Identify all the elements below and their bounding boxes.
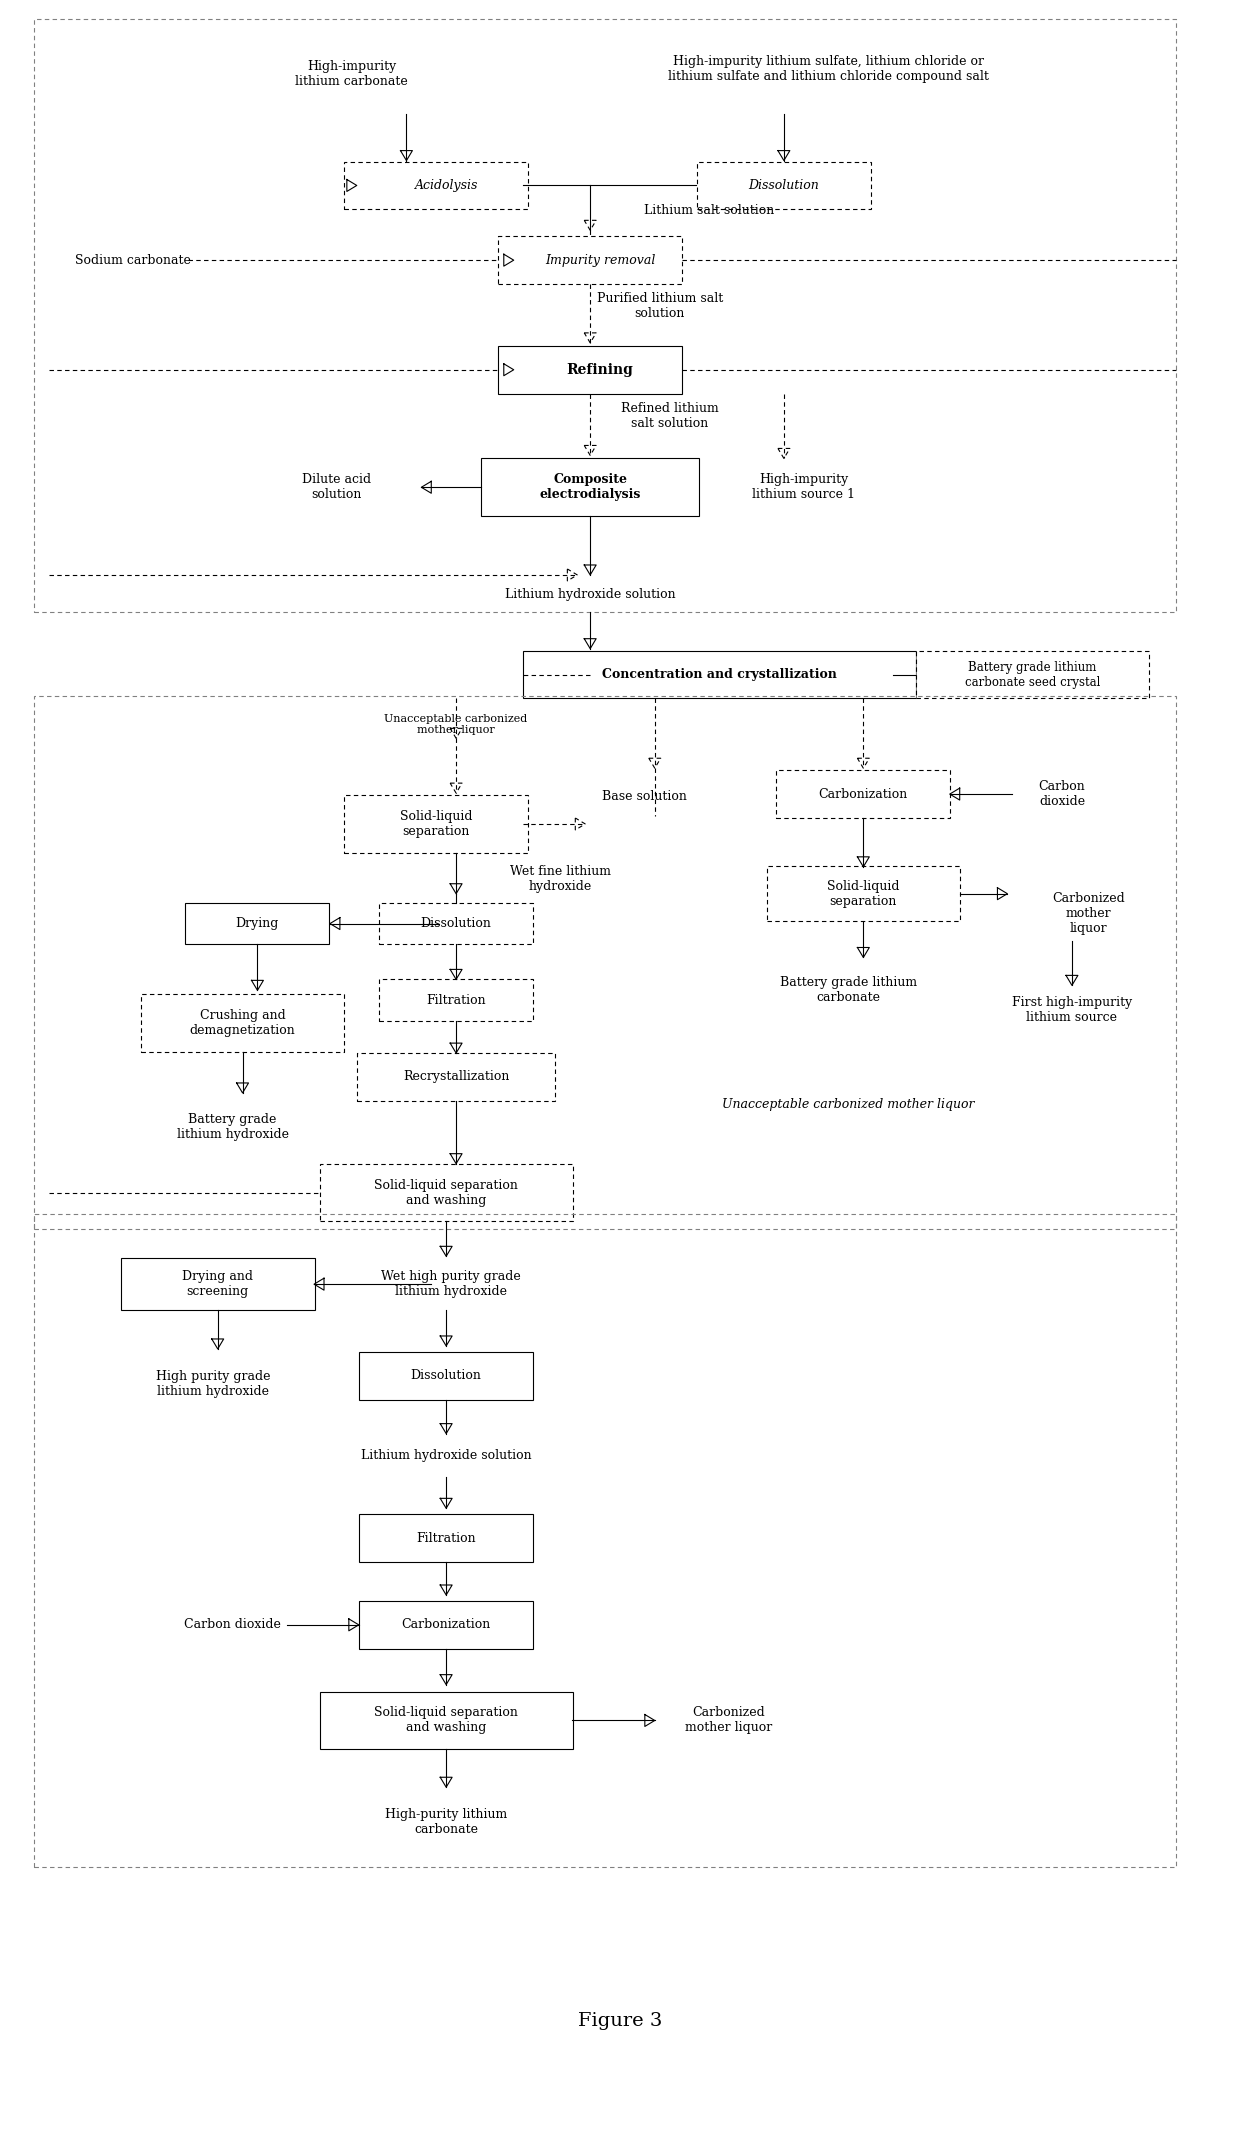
FancyBboxPatch shape <box>360 1514 533 1562</box>
Text: Figure 3: Figure 3 <box>578 2012 662 2031</box>
FancyBboxPatch shape <box>360 1351 533 1401</box>
Text: Filtration: Filtration <box>417 1532 476 1544</box>
FancyBboxPatch shape <box>523 650 915 699</box>
FancyBboxPatch shape <box>379 903 533 944</box>
FancyBboxPatch shape <box>498 236 682 283</box>
Text: Drying: Drying <box>236 918 279 931</box>
Text: Carbonized
mother
liquor: Carbonized mother liquor <box>1052 892 1125 935</box>
Text: Carbonization: Carbonization <box>402 1617 491 1632</box>
FancyBboxPatch shape <box>120 1259 315 1311</box>
Text: Unacceptable carbonized
mother liquor: Unacceptable carbonized mother liquor <box>384 714 528 736</box>
Text: Base solution: Base solution <box>603 789 687 802</box>
FancyBboxPatch shape <box>345 161 528 210</box>
Text: Impurity removal: Impurity removal <box>544 253 655 266</box>
Text: Purified lithium salt
solution: Purified lithium salt solution <box>596 292 723 320</box>
Text: Lithium salt solution: Lithium salt solution <box>645 204 775 217</box>
FancyBboxPatch shape <box>697 161 870 210</box>
Text: High-impurity
lithium source 1: High-impurity lithium source 1 <box>753 474 856 502</box>
FancyBboxPatch shape <box>141 995 345 1051</box>
Text: High-purity lithium
carbonate: High-purity lithium carbonate <box>386 1808 507 1836</box>
FancyBboxPatch shape <box>766 867 960 920</box>
Text: Carbon dioxide: Carbon dioxide <box>185 1617 281 1632</box>
Text: Dissolution: Dissolution <box>749 178 820 191</box>
Text: Solid-liquid
separation: Solid-liquid separation <box>401 811 472 839</box>
FancyBboxPatch shape <box>345 796 528 854</box>
FancyBboxPatch shape <box>379 980 533 1021</box>
Text: Wet fine lithium
hydroxide: Wet fine lithium hydroxide <box>510 864 611 892</box>
Text: High-impurity
lithium carbonate: High-impurity lithium carbonate <box>295 60 408 88</box>
FancyBboxPatch shape <box>360 1600 533 1650</box>
Text: Solid-liquid separation
and washing: Solid-liquid separation and washing <box>374 1707 518 1735</box>
Text: Refined lithium
salt solution: Refined lithium salt solution <box>621 401 718 429</box>
Text: First high-impurity
lithium source: First high-impurity lithium source <box>1012 995 1132 1025</box>
Text: Lithium hydroxide solution: Lithium hydroxide solution <box>361 1450 532 1463</box>
FancyBboxPatch shape <box>498 345 682 395</box>
Text: Battery grade
lithium hydroxide: Battery grade lithium hydroxide <box>176 1113 289 1141</box>
FancyBboxPatch shape <box>357 1053 556 1100</box>
Text: Acidolysis: Acidolysis <box>414 178 477 191</box>
Text: Drying and
screening: Drying and screening <box>182 1270 253 1298</box>
Text: Concentration and crystallization: Concentration and crystallization <box>601 667 837 682</box>
FancyBboxPatch shape <box>320 1692 573 1750</box>
Text: Battery grade lithium
carbonate: Battery grade lithium carbonate <box>780 976 918 1004</box>
Text: Refining: Refining <box>567 363 634 378</box>
FancyBboxPatch shape <box>320 1163 573 1221</box>
Text: Battery grade lithium
carbonate seed crystal: Battery grade lithium carbonate seed cry… <box>965 661 1100 689</box>
FancyBboxPatch shape <box>481 459 699 517</box>
Text: Solid-liquid separation
and washing: Solid-liquid separation and washing <box>374 1178 518 1205</box>
Text: Sodium carbonate: Sodium carbonate <box>76 253 191 266</box>
Text: Dilute acid
solution: Dilute acid solution <box>303 474 372 502</box>
Text: Wet high purity grade
lithium hydroxide: Wet high purity grade lithium hydroxide <box>381 1270 521 1298</box>
Text: Carbon
dioxide: Carbon dioxide <box>1039 781 1085 809</box>
Text: Unacceptable carbonized mother liquor: Unacceptable carbonized mother liquor <box>722 1098 975 1111</box>
Text: Filtration: Filtration <box>427 993 486 1006</box>
Text: Lithium hydroxide solution: Lithium hydroxide solution <box>505 588 676 601</box>
Text: Carbonized
mother liquor: Carbonized mother liquor <box>684 1707 771 1735</box>
Text: Composite
electrodialysis: Composite electrodialysis <box>539 474 641 502</box>
Text: Recrystallization: Recrystallization <box>403 1070 510 1083</box>
Text: Solid-liquid
separation: Solid-liquid separation <box>827 879 899 907</box>
FancyBboxPatch shape <box>915 650 1149 699</box>
Text: Crushing and
demagnetization: Crushing and demagnetization <box>190 1008 295 1038</box>
FancyBboxPatch shape <box>776 770 950 817</box>
Text: High-impurity lithium sulfate, lithium chloride or
lithium sulfate and lithium c: High-impurity lithium sulfate, lithium c… <box>668 56 990 84</box>
Text: Dissolution: Dissolution <box>410 1369 481 1381</box>
Text: Dissolution: Dissolution <box>420 918 491 931</box>
FancyBboxPatch shape <box>186 903 330 944</box>
Text: Carbonization: Carbonization <box>818 787 908 800</box>
Text: High purity grade
lithium hydroxide: High purity grade lithium hydroxide <box>155 1371 270 1399</box>
